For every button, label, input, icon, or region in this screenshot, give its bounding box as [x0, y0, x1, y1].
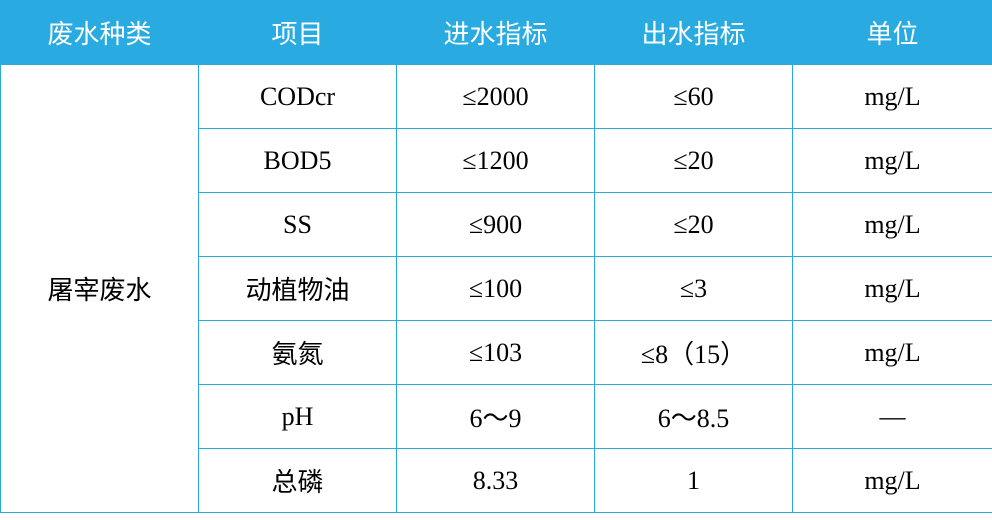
- cell-param: pH: [199, 385, 397, 449]
- cell-outflow: 1: [595, 449, 793, 513]
- cell-param: BOD5: [199, 129, 397, 193]
- cell-inflow: ≤100: [397, 257, 595, 321]
- cell-unit: mg/L: [793, 257, 992, 321]
- cell-unit: mg/L: [793, 129, 992, 193]
- wastewater-table: 废水种类 项目 进水指标 出水指标 单位 屠宰废水 CODcr ≤2000 ≤6…: [0, 0, 992, 513]
- cell-unit: —: [793, 385, 992, 449]
- table-row: 屠宰废水 CODcr ≤2000 ≤60 mg/L: [1, 65, 992, 129]
- col-header-inflow: 进水指标: [397, 1, 595, 65]
- table-header: 废水种类 项目 进水指标 出水指标 单位: [1, 1, 992, 65]
- cell-inflow: ≤900: [397, 193, 595, 257]
- col-header-unit: 单位: [793, 1, 992, 65]
- cell-outflow: ≤8（15）: [595, 321, 793, 385]
- cell-param: 氨氮: [199, 321, 397, 385]
- cell-inflow: ≤1200: [397, 129, 595, 193]
- cell-param: 总磷: [199, 449, 397, 513]
- col-header-outflow: 出水指标: [595, 1, 793, 65]
- header-row: 废水种类 项目 进水指标 出水指标 单位: [1, 1, 992, 65]
- cell-outflow: ≤3: [595, 257, 793, 321]
- cell-outflow: ≤20: [595, 129, 793, 193]
- wastewater-table-container: 废水种类 项目 进水指标 出水指标 单位 屠宰废水 CODcr ≤2000 ≤6…: [0, 0, 992, 513]
- cell-unit: mg/L: [793, 65, 992, 129]
- cell-unit: mg/L: [793, 193, 992, 257]
- cell-param: CODcr: [199, 65, 397, 129]
- col-header-type: 废水种类: [1, 1, 199, 65]
- cell-outflow: ≤60: [595, 65, 793, 129]
- cell-inflow: ≤103: [397, 321, 595, 385]
- cell-param: 动植物油: [199, 257, 397, 321]
- cell-outflow: ≤20: [595, 193, 793, 257]
- cell-unit: mg/L: [793, 449, 992, 513]
- cell-inflow: 8.33: [397, 449, 595, 513]
- cell-param: SS: [199, 193, 397, 257]
- cell-inflow: ≤2000: [397, 65, 595, 129]
- cell-unit: mg/L: [793, 321, 992, 385]
- col-header-param: 项目: [199, 1, 397, 65]
- cell-outflow: 6～8.5: [595, 385, 793, 449]
- rowspan-cell-type: 屠宰废水: [1, 65, 199, 513]
- table-body: 屠宰废水 CODcr ≤2000 ≤60 mg/L BOD5 ≤1200 ≤20…: [1, 65, 992, 513]
- cell-inflow: 6～9: [397, 385, 595, 449]
